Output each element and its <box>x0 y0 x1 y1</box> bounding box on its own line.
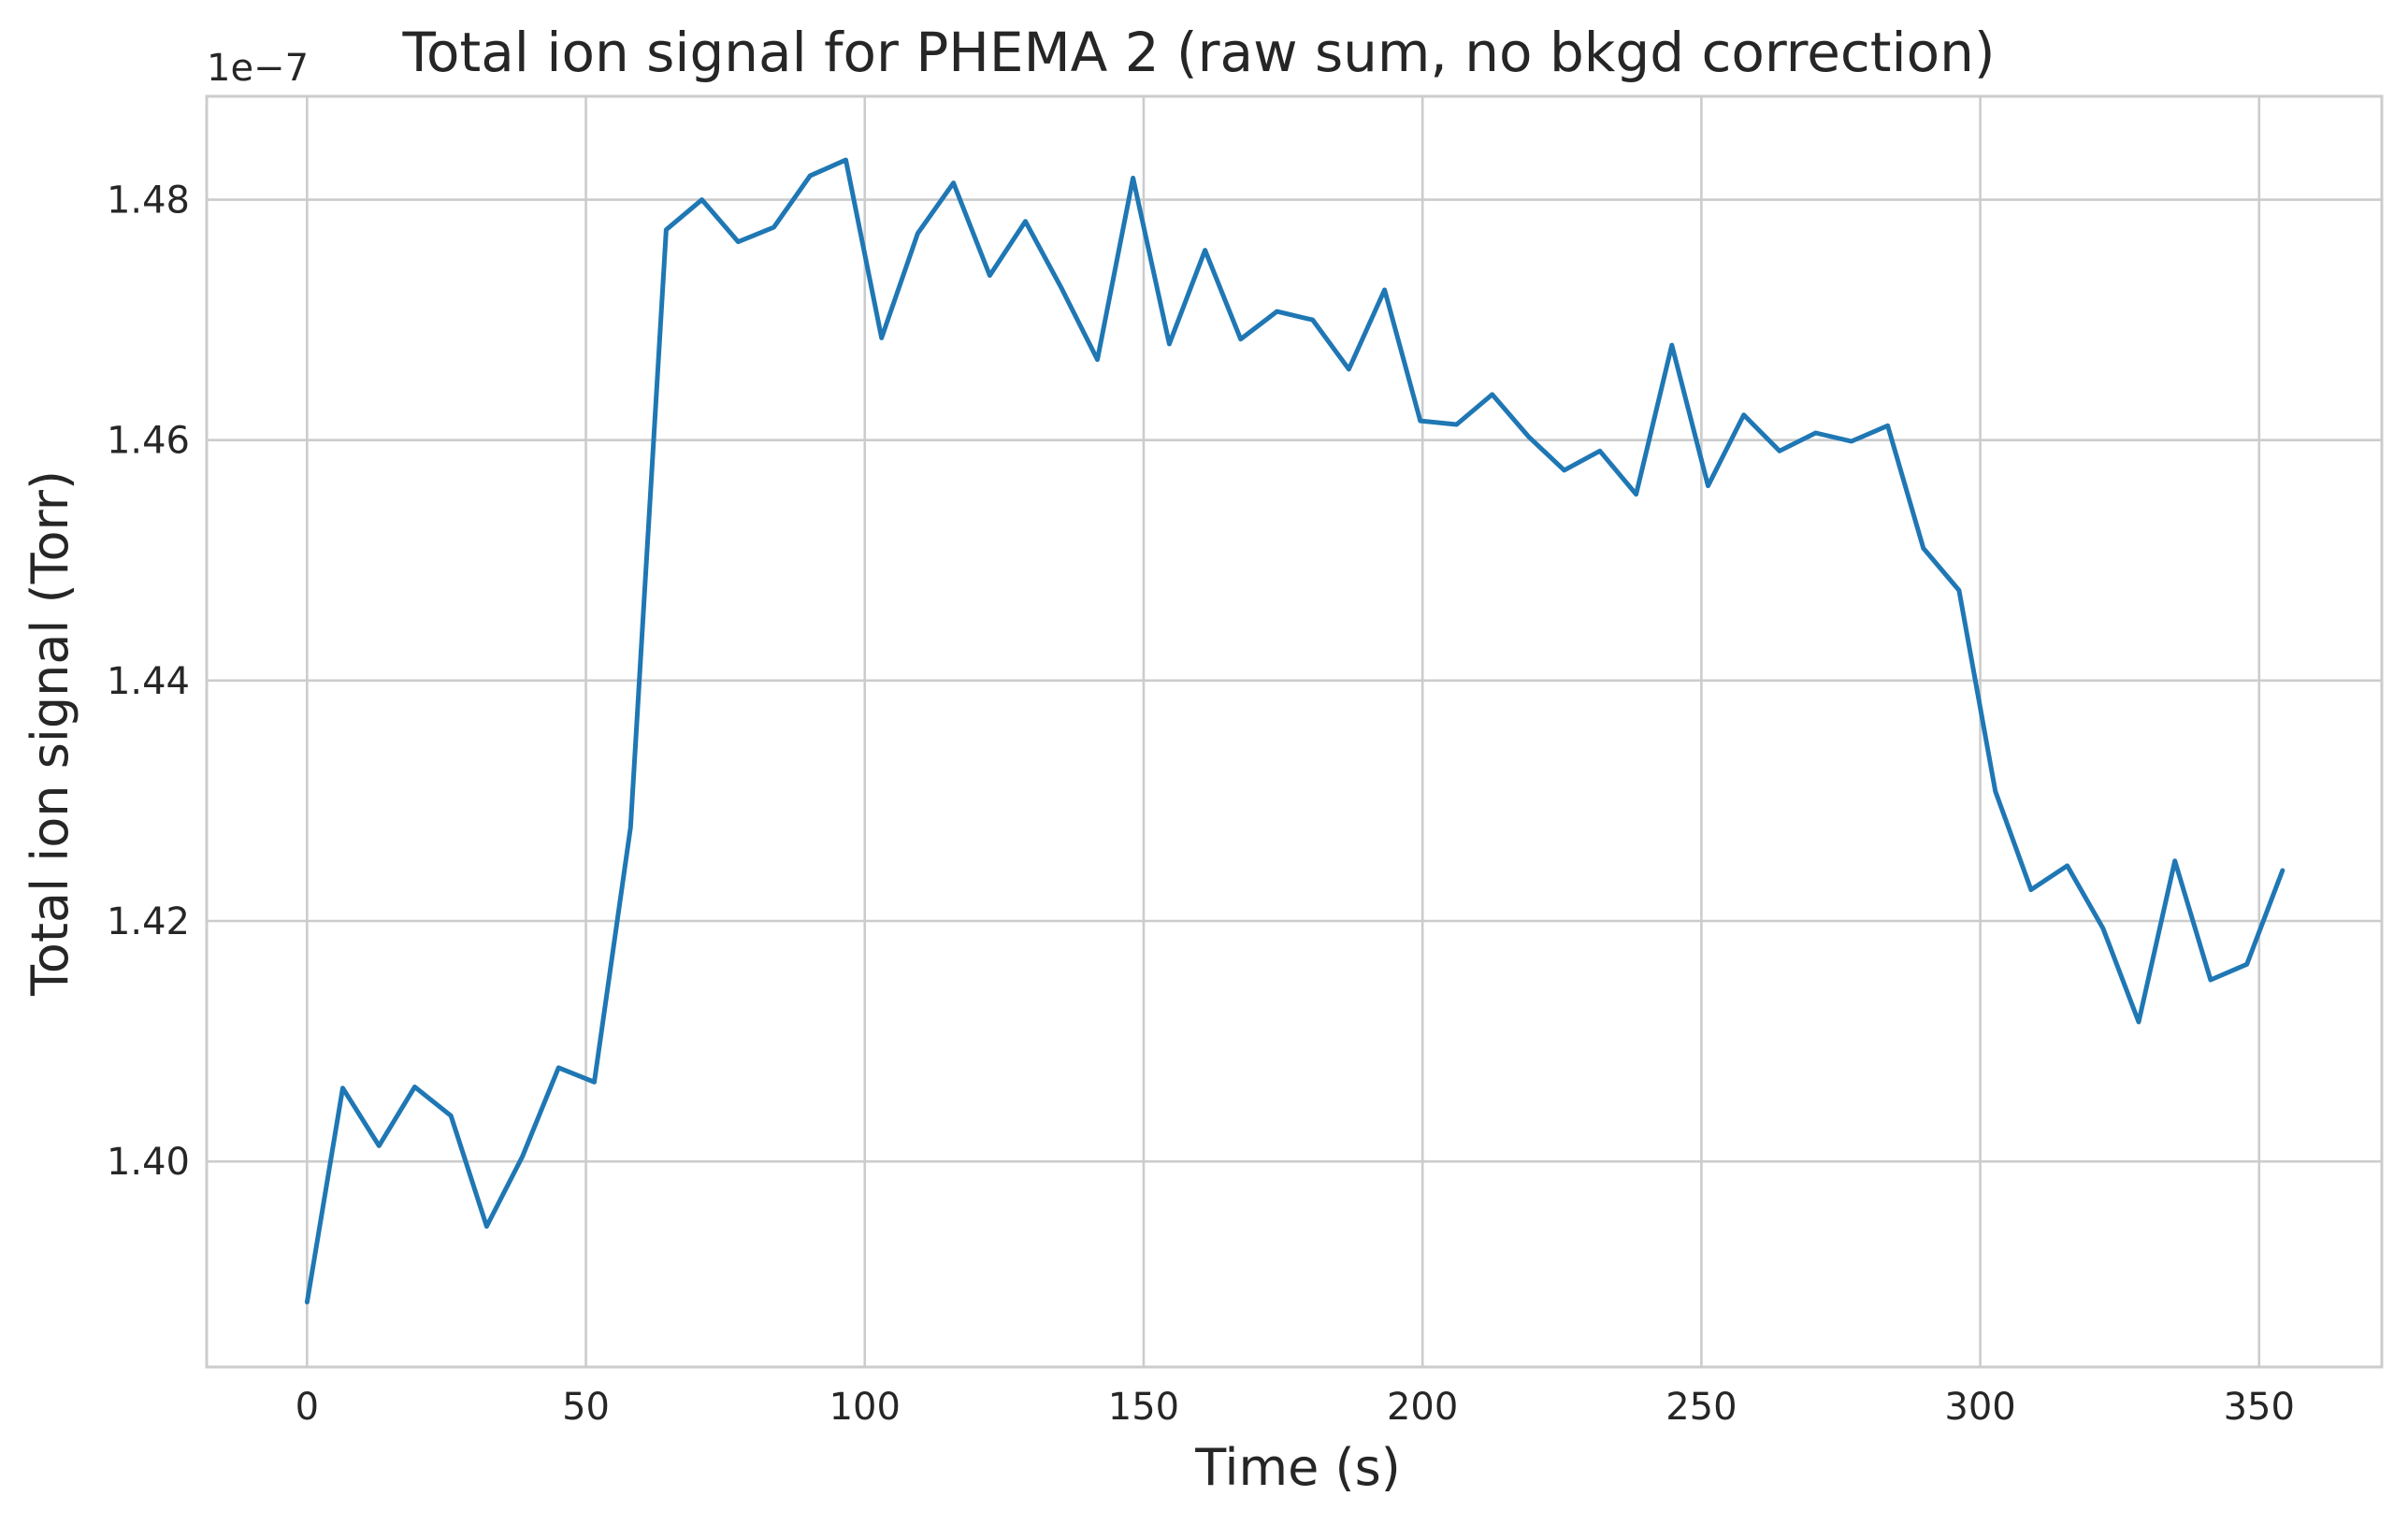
y-tick-label: 1.40 <box>107 1141 190 1184</box>
y-tick-label: 1.44 <box>107 660 190 703</box>
series-line <box>304 157 2285 1305</box>
chart-title: Total ion signal for PHEMA 2 (raw sum, n… <box>401 21 1995 84</box>
y-tick-label: 1.42 <box>107 900 190 943</box>
x-tick-label: 250 <box>1665 1386 1737 1429</box>
series-group <box>304 157 2285 1305</box>
y-tick-label: 1.46 <box>107 420 190 463</box>
y-tick-labels: 1.40 1.42 1.44 1.46 1.48 <box>107 180 190 1185</box>
x-tick-label: 150 <box>1108 1386 1179 1429</box>
y-offset-label: 1e−7 <box>207 47 309 90</box>
y-gridlines <box>207 198 2382 1163</box>
x-gridlines <box>306 96 2261 1367</box>
y-tick-label: 1.48 <box>107 180 190 223</box>
plot-frame <box>205 94 2384 1369</box>
x-tick-label: 50 <box>562 1386 610 1429</box>
x-tick-label: 200 <box>1387 1386 1458 1429</box>
x-tick-label: 100 <box>829 1386 901 1429</box>
y-axis-label: Total ion signal (Torr) <box>21 470 79 997</box>
x-axis-label: Time (s) <box>1194 1438 1401 1497</box>
x-tick-label: 300 <box>1944 1386 2015 1429</box>
x-tick-label: 0 <box>296 1386 319 1429</box>
x-tick-label: 350 <box>2224 1386 2295 1429</box>
x-tick-labels: 0 50 100 150 200 250 300 350 <box>296 1386 2295 1429</box>
